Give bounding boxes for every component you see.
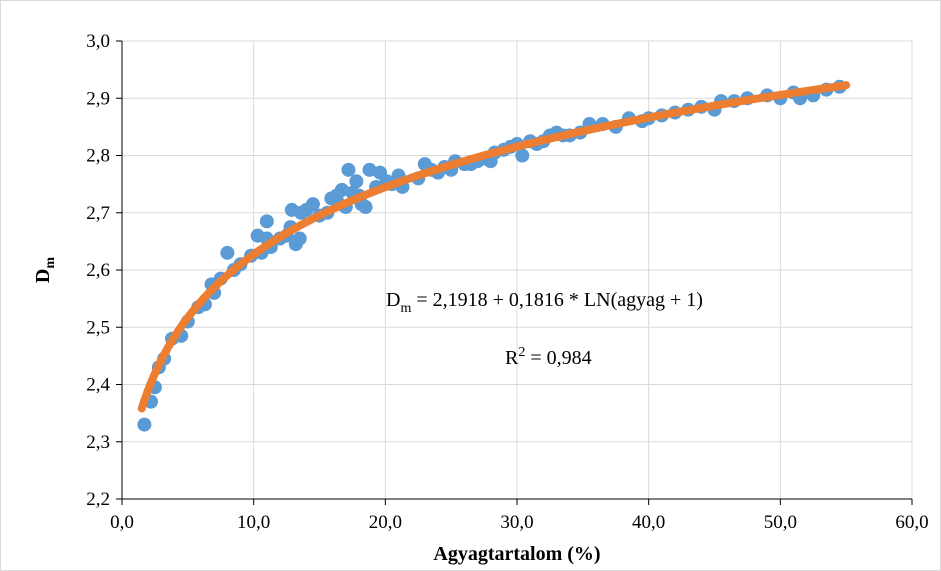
- y-tick-label: 2,3: [86, 432, 110, 453]
- eq-main: D: [386, 289, 400, 311]
- data-point: [349, 174, 364, 189]
- x-tick-label: 30,0: [500, 512, 533, 533]
- y-axis-title-main: D: [32, 269, 54, 283]
- x-tick-label: 10,0: [237, 512, 270, 533]
- x-tick-label: 40,0: [632, 512, 665, 533]
- y-tick-label: 3,0: [86, 31, 110, 52]
- eq-rest: = 2,1918 + 0,1816 * LN(agyag + 1): [411, 289, 703, 311]
- r2-rest: = 0,984: [525, 347, 591, 369]
- data-point: [292, 231, 307, 246]
- data-point: [305, 197, 320, 212]
- x-tick-label: 60,0: [895, 512, 928, 533]
- data-points: [137, 79, 847, 432]
- r-squared-annotation: R2 = 0,984: [505, 345, 592, 369]
- y-tick-label: 2,5: [86, 317, 110, 338]
- x-tick-label: 50,0: [764, 512, 797, 533]
- x-tick-label: 20,0: [369, 512, 402, 533]
- equation-annotation: Dm = 2,1918 + 0,1816 * LN(agyag + 1): [386, 289, 703, 316]
- data-point: [341, 162, 356, 177]
- data-point: [220, 245, 235, 260]
- r2-sup: 2: [518, 345, 525, 360]
- data-point: [358, 200, 373, 215]
- r2-main: R: [505, 347, 519, 369]
- x-axis-title: Agyagtartalom (%): [433, 543, 600, 565]
- data-point: [362, 162, 377, 177]
- y-tick-label: 2,7: [86, 203, 110, 224]
- data-point: [334, 182, 349, 197]
- y-tick-labels: 2,2 2,3 2,4 2,5 2,6 2,7 2,8 2,9 3,0: [86, 31, 110, 510]
- data-point: [515, 148, 530, 163]
- y-tick-label: 2,2: [86, 489, 110, 510]
- y-tick-label: 2,6: [86, 260, 110, 281]
- x-tick-labels: 0,0 10,0 20,0 30,0 40,0 50,0 60,0: [110, 512, 929, 533]
- data-point: [137, 417, 152, 432]
- eq-sub: m: [400, 301, 411, 316]
- axes: [116, 40, 913, 505]
- y-tick-label: 2,4: [86, 375, 110, 396]
- data-point: [259, 214, 274, 229]
- y-tick-label: 2,8: [86, 146, 110, 167]
- y-axis-title: Dm: [32, 257, 58, 283]
- trendline: [137, 81, 851, 413]
- y-axis-title-sub: m: [43, 257, 58, 269]
- y-tick-label: 2,9: [86, 88, 110, 109]
- x-tick-label: 0,0: [110, 512, 134, 533]
